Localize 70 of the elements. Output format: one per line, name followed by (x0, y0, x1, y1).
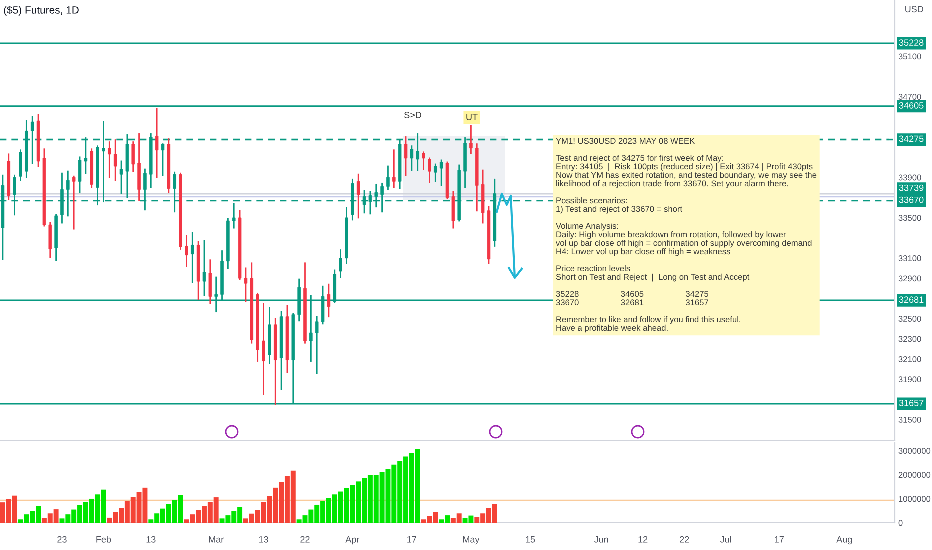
y-axis-title: USD (906, 6, 924, 13)
x-tick-label: Aug (836, 536, 852, 545)
x-tick-label: 22 (680, 536, 690, 543)
candlestick (208, 260, 212, 304)
ref-line-label: 34605 (899, 102, 924, 109)
candlestick (392, 150, 396, 188)
x-tick-label: 13 (259, 536, 268, 543)
candlestick (108, 142, 112, 178)
candlestick (356, 174, 360, 219)
y-tick-label: 32100 (898, 356, 922, 362)
y-tick-label: 0 (898, 520, 903, 526)
y-tick-label: 1000000 (899, 496, 931, 502)
candlestick (114, 140, 118, 182)
candlestick (386, 166, 390, 190)
candlestick (72, 176, 76, 230)
y-tick-label: 33500 (898, 215, 922, 222)
x-tick-label: Jun (594, 536, 608, 543)
ref-line-label: 35228 (899, 40, 924, 46)
x-tick-label: 17 (775, 536, 784, 543)
candlestick (262, 303, 266, 396)
candlestick (244, 268, 248, 302)
candlestick (120, 160, 124, 194)
x-tick-label: 13 (146, 536, 156, 543)
text: ($5) Futures, 1D (4, 6, 79, 16)
ref-line-label: 32681 (899, 296, 924, 304)
y-tick-label: 3000000 (898, 448, 931, 454)
candlestick (434, 164, 438, 182)
candlestick (440, 160, 444, 186)
y-tick-label: 33100 (898, 256, 922, 262)
ref-line-label: 31657 (899, 400, 924, 406)
y-tick-label: 34700 (898, 94, 922, 100)
candlestick (422, 152, 426, 170)
x-tick-label: 15 (526, 536, 536, 543)
ref-line-label: 33670 (899, 196, 924, 204)
y-tick-label: 32500 (898, 316, 922, 322)
candlestick (339, 250, 342, 278)
candlestick (202, 240, 206, 296)
candlestick (78, 156, 82, 194)
x-tick-label: 17 (408, 536, 417, 543)
candlestick (132, 142, 135, 172)
candlestick (155, 108, 159, 178)
candlestick (404, 136, 408, 176)
x-tick-label: 22 (300, 536, 310, 543)
y-tick-label: 32900 (898, 276, 922, 282)
x-tick-label: 23 (58, 536, 67, 543)
x-tick-label: Mar (209, 536, 224, 543)
y-tick-label: 33900 (898, 174, 922, 181)
x-tick-label: Feb (96, 536, 112, 543)
y-tick-label: 35100 (898, 54, 922, 60)
candlestick (315, 316, 319, 374)
y-tick-label: 32300 (898, 336, 922, 342)
x-tick-label: May (463, 536, 480, 545)
x-tick-label: 12 (638, 536, 648, 543)
y-tick-label: 2000000 (898, 472, 931, 478)
text: YM1! US30USD 2023 MAY 08 WEEK Test and reject of 34275 for first week of May: Entry: 34105 | Risk 100pts (reduced size) | Exit 33674 | Profit 430pts Now that YM has exited rotation, and tested boundary, we may see the likelihood of a rejection trade from 33670. Set your alarm there. Possible scenarios: 1) Test and reject of 33670 = short Volume Analysis: Daily: High volume breakdown from rotation, followed by lower vol up bar close off high = confirmation of supply overcoming demand H4: Lower vol up bar close off high = weakness Price reaction levels Short on Test and Reject | Long on Test and Accept 35228 34605 34275 33670 32681 31657 Remember to like and follow if you find this useful. Have a profitable week ahead. (556, 138, 817, 333)
candlestick (185, 235, 188, 268)
candlestick (161, 144, 165, 176)
ref-line-label: 34275 (899, 136, 924, 142)
y-tick-label: 31500 (898, 417, 922, 423)
candlestick (327, 284, 331, 318)
annotation: UT (466, 114, 478, 120)
x-tick-label: Apr (346, 536, 360, 545)
annotation: S>D (404, 112, 422, 118)
candlestick (470, 125, 473, 154)
candlestick (410, 146, 414, 172)
x-tick-label: Jul (720, 536, 732, 543)
y-tick-label: 31900 (898, 376, 922, 383)
ref-line-label: 33739 (899, 184, 924, 192)
candlestick (191, 232, 194, 284)
candlestick (428, 158, 432, 184)
